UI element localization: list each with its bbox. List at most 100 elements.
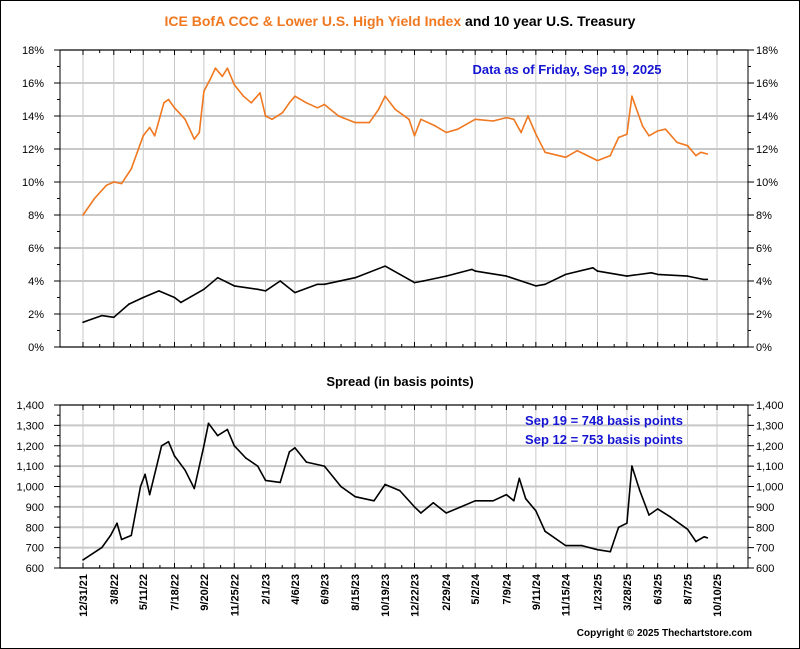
y-tick-label-left: 900 (26, 502, 44, 514)
data-point (323, 103, 326, 106)
chart-title: ICE BofA CCC & Lower U.S. High Yield Ind… (0, 13, 800, 29)
data-point (686, 144, 689, 147)
x-tick-label: 10/10/25 (712, 574, 724, 617)
data-point (207, 422, 210, 425)
spread-annotation-sep12: Sep 12 = 753 basis points (525, 432, 683, 447)
x-tick-label: 3/8/22 (109, 574, 121, 605)
data-point (316, 283, 319, 286)
data-point (113, 181, 115, 183)
x-tick-label: 6/3/25 (653, 574, 665, 605)
data-point (413, 506, 416, 508)
data-point (700, 151, 702, 154)
data-point (142, 296, 145, 299)
y-tick-label-left: 14% (22, 111, 44, 123)
copyright: Copyright © 2025 Thechartstore.com (576, 628, 752, 639)
data-point (316, 106, 319, 109)
y-tick-label-left: 8% (28, 210, 44, 222)
data-point (583, 153, 585, 155)
data-point (626, 522, 628, 524)
data-point (226, 67, 229, 69)
x-tick-label: 8/7/25 (683, 574, 695, 605)
data-point (564, 156, 567, 159)
data-point (434, 125, 436, 127)
data-point (420, 512, 422, 514)
x-tick-label: 9/20/22 (199, 574, 211, 611)
y-tick-label-right: 2% (756, 309, 772, 321)
data-point (505, 275, 508, 277)
y-tick-label-left: 18% (22, 45, 44, 57)
data-point (216, 276, 219, 279)
y-tick-label-right: 700 (756, 543, 774, 555)
data-point (445, 131, 448, 134)
data-point (279, 481, 282, 484)
y-tick-label-right: 0% (756, 342, 772, 354)
data-point (203, 444, 205, 447)
y-tick-label-right: 1,100 (756, 461, 784, 473)
x-tick-label: 12/31/21 (78, 574, 90, 617)
data-point (656, 508, 659, 510)
data-point (505, 493, 508, 496)
data-point (120, 538, 123, 541)
data-point (706, 153, 709, 155)
x-tick-label: 2/29/24 (441, 573, 453, 611)
data-point (702, 278, 705, 281)
y-tick-label-left: 6% (28, 243, 44, 255)
data-point (82, 214, 84, 216)
data-point (264, 290, 267, 292)
data-point (512, 499, 515, 502)
data-point (167, 98, 170, 101)
data-point (264, 479, 267, 482)
x-tick-label: 5/11/22 (138, 574, 150, 610)
data-point (669, 516, 672, 518)
data-point (592, 267, 594, 269)
y-tick-label-right: 6% (756, 243, 772, 255)
data-point (413, 135, 416, 137)
data-point (398, 489, 401, 492)
data-point (413, 281, 416, 284)
spread-title: Spread (in basis points) (326, 374, 473, 389)
data-point (233, 83, 236, 86)
x-tick-label: 8/15/23 (350, 574, 362, 611)
data-point (160, 444, 163, 447)
data-point (142, 135, 145, 137)
y-tick-label-right: 1,400 (756, 400, 784, 412)
data-point (294, 291, 296, 294)
y-tick-label-right: 1,000 (756, 482, 784, 494)
data-point (432, 502, 435, 504)
data-point (471, 268, 473, 271)
data-point (535, 133, 537, 135)
x-tick-label: 2/1/23 (261, 574, 273, 605)
data-point (130, 534, 133, 537)
data-point (139, 485, 142, 488)
data-point (676, 141, 678, 144)
data-point (279, 280, 282, 282)
y-tick-label-left: 1,300 (16, 420, 44, 432)
data-point (527, 115, 529, 117)
data-point (259, 92, 261, 94)
data-point (445, 512, 448, 514)
y-tick-label-right: 8% (756, 210, 772, 222)
data-point (492, 120, 494, 122)
data-point (512, 118, 515, 121)
data-point (631, 95, 633, 97)
data-point (384, 265, 386, 267)
y-tick-label-right: 14% (756, 111, 778, 123)
data-point (648, 514, 650, 516)
x-tick-label: 9/11/24 (531, 573, 543, 610)
data-point (193, 487, 196, 490)
data-point (474, 499, 476, 502)
data-point (288, 102, 291, 104)
data-point (323, 465, 326, 467)
data-point (294, 446, 296, 449)
y-tick-label-right: 1,300 (756, 420, 784, 432)
y-tick-label-right: 1,200 (756, 441, 784, 453)
data-point (101, 546, 103, 549)
data-point (214, 67, 217, 69)
data-point (323, 283, 326, 286)
data-point (420, 118, 422, 121)
data-point (641, 125, 644, 127)
data-point (193, 138, 196, 140)
data-point (609, 550, 612, 553)
data-point (256, 288, 259, 291)
